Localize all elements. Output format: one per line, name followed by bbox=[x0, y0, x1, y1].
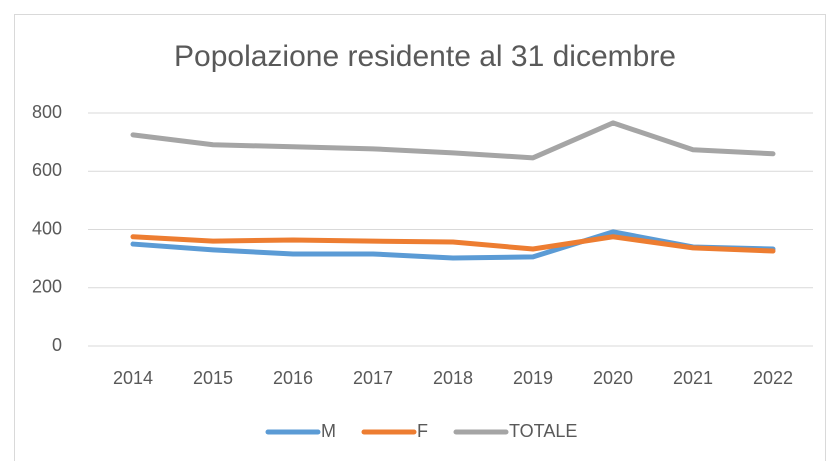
chart-title: Popolazione residente al 31 dicembre bbox=[174, 40, 676, 73]
legend-label: TOTALE bbox=[509, 421, 577, 441]
x-tick-label: 2021 bbox=[673, 368, 713, 388]
series-line bbox=[130, 234, 776, 254]
y-tick-label: 600 bbox=[32, 160, 62, 180]
legend-label: M bbox=[321, 421, 336, 441]
y-tick-label: 200 bbox=[32, 277, 62, 297]
x-tick-label: 2016 bbox=[273, 368, 313, 388]
y-tick-label: 0 bbox=[52, 335, 62, 355]
y-tick-label: 800 bbox=[32, 102, 62, 122]
legend-label: F bbox=[417, 421, 428, 441]
x-tick-label: 2018 bbox=[433, 368, 473, 388]
series-line bbox=[130, 120, 776, 161]
x-tick-label: 2020 bbox=[593, 368, 633, 388]
x-tick-label: 2017 bbox=[353, 368, 393, 388]
x-tick-label: 2022 bbox=[753, 368, 793, 388]
y-tick-label: 400 bbox=[32, 218, 62, 238]
x-tick-label: 2019 bbox=[513, 368, 553, 388]
x-tick-label: 2014 bbox=[113, 368, 153, 388]
x-tick-label: 2015 bbox=[193, 368, 233, 388]
